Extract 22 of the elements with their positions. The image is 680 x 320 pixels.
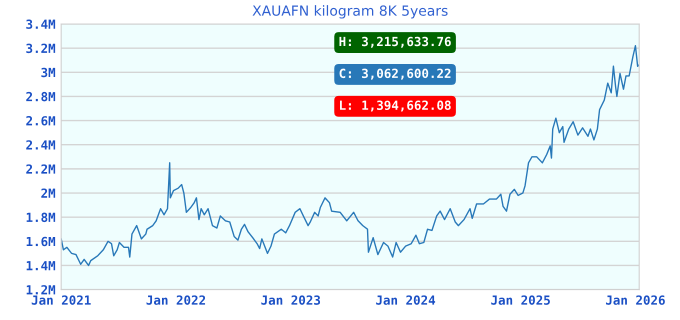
x-tick-label: Jan 2023 xyxy=(261,295,320,305)
x-tick-label: Jan 2026 xyxy=(606,295,665,305)
x-tick-label: Jan 2024 xyxy=(376,295,436,305)
y-tick-label: 2.8M xyxy=(26,92,56,102)
y-tick-label: 2.6M xyxy=(26,116,56,126)
y-tick-label: 2.2M xyxy=(26,164,56,174)
annotation: H: 3,215,633.76 xyxy=(339,36,451,48)
y-tick-label: 3.4M xyxy=(26,19,56,29)
y-tick-label: 1.6M xyxy=(26,236,56,246)
y-tick-label: 1.8M xyxy=(26,212,56,222)
annotation: L: 1,394,662.08 xyxy=(340,100,451,112)
x-tick-label: Jan 2022 xyxy=(146,295,206,305)
chart-title: XAUAFN kilogram 8K 5years xyxy=(252,5,448,19)
y-tick-label: 2M xyxy=(41,188,56,198)
y-tick-label: 3M xyxy=(41,68,56,78)
y-tick-label: 2.4M xyxy=(26,140,56,150)
annotation: C: 3,062,600.22 xyxy=(340,68,450,80)
x-tick-label: Jan 2025 xyxy=(491,295,550,305)
y-tick-label: 1.4M xyxy=(26,261,56,270)
y-tick-label: 1.2M xyxy=(26,285,56,294)
x-tick-label: Jan 2021 xyxy=(32,295,91,305)
y-tick-label: 3.2M xyxy=(26,44,56,54)
